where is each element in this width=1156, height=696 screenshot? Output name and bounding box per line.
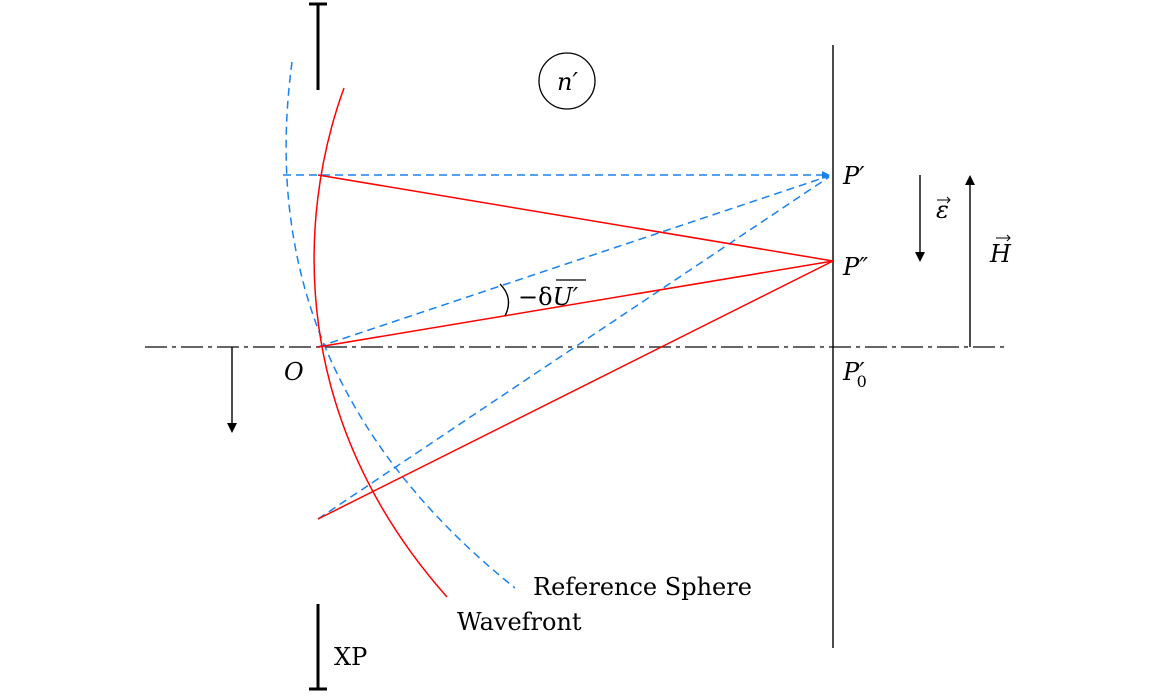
p-double-prime-label: P″	[842, 253, 868, 281]
medium-circle	[538, 52, 596, 110]
medium-label: n′	[557, 68, 578, 96]
epsilon-label: ε	[936, 196, 949, 224]
height-label: H	[989, 240, 1012, 268]
p0-prime-label: P′0	[842, 358, 867, 391]
p0-subscript: 0	[857, 372, 867, 391]
svg-text:−δU′: −δU′	[518, 283, 579, 311]
angle-variable: U′	[553, 283, 579, 311]
exit-pupil-bottom-stop	[309, 604, 327, 691]
height-vector-label: H	[989, 234, 1012, 268]
origin-label: O	[284, 358, 304, 386]
wavefront-ray-chief	[317, 260, 834, 348]
angle-arc	[499, 283, 510, 317]
epsilon-vector-label: ε	[936, 196, 951, 224]
wavefront-arc	[313, 87, 448, 598]
exit-pupil-label: XP	[334, 643, 367, 671]
reference-sphere-arc	[285, 61, 516, 589]
wavefront-ray-upper	[317, 174, 834, 262]
reference-ray-chief	[317, 175, 830, 348]
p-prime-label: P′	[842, 162, 865, 190]
angle-label: −δU′	[518, 279, 586, 311]
reference-ray-lower	[317, 176, 830, 520]
wavefront-ray-lower	[317, 260, 834, 520]
exit-pupil-top-stop	[309, 2, 327, 90]
wavefront-label: Wavefront	[457, 608, 582, 636]
reference-sphere-label: Reference Sphere	[533, 573, 752, 601]
